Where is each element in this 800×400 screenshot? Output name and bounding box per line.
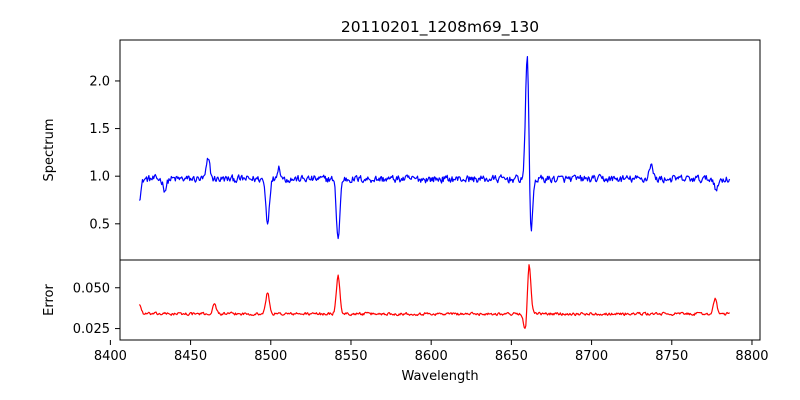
y-tick-label: 0.025 <box>73 322 110 337</box>
x-axis-label: Wavelength <box>401 369 478 384</box>
error-series <box>138 264 730 329</box>
y-tick-label: 1.0 <box>89 170 110 185</box>
error-y-ticks: 0.025 0.050 <box>73 281 120 337</box>
x-tick-label: 8500 <box>254 349 287 364</box>
error-plot-frame <box>119 259 761 341</box>
x-tick-label: 8800 <box>735 349 768 364</box>
x-tick-label: 8400 <box>94 349 127 364</box>
y-tick-label: 1.5 <box>89 122 110 137</box>
y-tick-label: 0.050 <box>73 281 110 296</box>
x-tick-label: 8600 <box>415 349 448 364</box>
spectrum-y-axis-label: Spectrum <box>42 119 57 182</box>
y-tick-label: 2.0 <box>89 74 110 89</box>
spectrum-series <box>138 56 731 240</box>
error-line <box>138 264 730 329</box>
y-tick-label: 0.5 <box>89 217 110 232</box>
spectrum-line <box>138 56 731 240</box>
x-tick-label: 8700 <box>575 349 608 364</box>
x-tick-label: 8750 <box>655 349 688 364</box>
error-y-axis-label: Error <box>42 284 57 316</box>
x-tick-label: 8550 <box>334 349 367 364</box>
spectrum-y-ticks: 0.5 1.0 1.5 2.0 <box>89 74 120 232</box>
error-panel: 0.025 0.050 Error <box>42 259 761 341</box>
x-tick-label: 8450 <box>174 349 207 364</box>
chart-title: 20110201_1208m69_130 <box>341 18 539 37</box>
x-ticks: 8400 8450 8500 8550 8600 8650 8700 8750 8800 <box>94 340 769 364</box>
x-tick-label: 8650 <box>495 349 528 364</box>
